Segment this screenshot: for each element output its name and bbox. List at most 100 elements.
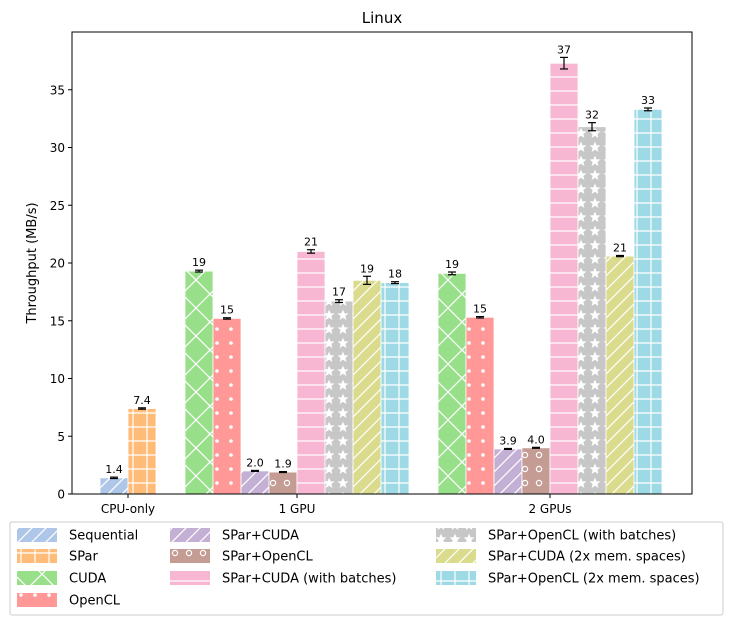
legend-label: SPar+OpenCL (with batches)	[488, 529, 676, 544]
legend-label: Sequential	[69, 529, 138, 544]
bar-cuda-2-gpus	[437, 272, 467, 495]
y-tick-label: 5	[57, 430, 65, 444]
data-label: 2.0	[246, 456, 264, 469]
bar-spar-cuda-2x-mem-spaces-2-gpus	[605, 255, 635, 495]
error-bar	[588, 122, 596, 132]
legend-label: SPar+CUDA (with batches)	[222, 572, 396, 587]
legend-swatch	[17, 549, 57, 563]
y-ticks-group: 0 5 10 15 20 25 30 35	[50, 83, 72, 502]
bar-spar-opencl-with-batches-2-gpus	[577, 126, 607, 495]
bar-cuda-1-gpu	[184, 270, 214, 495]
data-label: 1.9	[274, 458, 292, 471]
legend-label: SPar+OpenCL (2x mem. spaces)	[488, 572, 700, 587]
bar-spar-cuda-1-gpu	[240, 470, 270, 495]
bar-opencl-2-gpus	[465, 316, 495, 495]
legend-swatch	[436, 571, 476, 585]
error-bar	[110, 476, 118, 480]
y-tick-label: 10	[50, 372, 65, 386]
error-bar	[644, 107, 652, 112]
bar-opencl-1-gpu	[212, 318, 242, 495]
data-label: 7.4	[133, 394, 151, 407]
y-tick-label: 15	[50, 314, 65, 328]
data-label: 21	[613, 241, 627, 254]
data-label: 15	[220, 304, 234, 317]
x-ticks-group: CPU-only 1 GPU 2 GPUs	[101, 494, 572, 516]
error-bar	[223, 317, 231, 320]
legend-swatch	[436, 528, 476, 542]
x-tick-label: 1 GPU	[279, 502, 316, 516]
legend-item-opencl: OpenCL	[17, 593, 121, 609]
bar-spar-opencl-1-gpu	[268, 471, 298, 495]
bar-spar-opencl-2-gpus	[521, 447, 551, 495]
legend-swatch	[17, 528, 57, 542]
bar-spar-cpu-only	[127, 408, 157, 495]
error-bar	[251, 469, 259, 472]
legend-label: SPar+CUDA (2x mem. spaces)	[488, 550, 686, 565]
legend-swatch	[170, 528, 210, 542]
data-label: 19	[360, 262, 374, 275]
error-bar	[307, 249, 315, 254]
legend-label: SPar	[69, 550, 98, 565]
legend-swatch	[170, 549, 210, 563]
data-label: 15	[473, 303, 487, 316]
legend-label: SPar+CUDA	[222, 529, 299, 544]
legend-box	[9, 521, 724, 616]
error-bar	[335, 299, 343, 304]
data-label: 4.0	[527, 433, 545, 446]
x-tick-label: CPU-only	[101, 502, 155, 516]
bar-sequential-cpu-only	[99, 477, 129, 495]
x-tick-label: 2 GPUs	[528, 502, 571, 516]
legend-item-spar-cuda-2x-mem-spaces: SPar+CUDA (2x mem. spaces)	[436, 549, 686, 565]
legend-item-spar: SPar	[17, 549, 98, 565]
y-tick-label: 0	[57, 488, 65, 502]
data-label: 37	[557, 43, 571, 56]
bar-spar-opencl-2x-mem-spaces-2-gpus	[633, 108, 663, 495]
y-tick-label: 25	[50, 199, 65, 213]
legend-swatch	[436, 549, 476, 563]
bar-spar-cuda-2-gpus	[493, 448, 523, 495]
error-bar	[448, 271, 456, 276]
bar-spar-cuda-with-batches-1-gpu	[296, 251, 326, 495]
legend-item-cuda: CUDA	[17, 571, 106, 587]
data-label: 19	[445, 258, 459, 271]
error-bar	[476, 315, 484, 319]
data-labels-group: 1.4 7.4 19 15 2.0 1.9 21 17 19 18 19 15 3.9 4.0 37 32 21…	[105, 43, 655, 476]
data-label: 18	[388, 268, 402, 281]
legend-item-spar-cuda-with-batches: SPar+CUDA (with batches)	[170, 571, 396, 587]
legend-item-sequential: Sequential	[17, 528, 138, 544]
data-label: 17	[332, 286, 346, 299]
bar-spar-cuda-with-batches-2-gpus	[549, 62, 579, 495]
bars-group	[99, 56, 663, 495]
data-label: 32	[585, 109, 599, 122]
legend: Sequential SPar CUDA OpenCL SPar+CUDA SPar+Op…	[9, 521, 724, 616]
legend-label: CUDA	[69, 572, 106, 587]
y-tick-label: 20	[50, 257, 65, 271]
error-bar	[279, 470, 287, 474]
y-axis-label: Throughput (MB/s)	[25, 202, 40, 324]
bar-spar-cuda-2x-mem-spaces-1-gpu	[352, 279, 382, 495]
y-tick-label: 30	[50, 141, 65, 155]
legend-item-spar-opencl-with-batches: SPar+OpenCL (with batches)	[436, 528, 676, 544]
data-label: 1.4	[105, 463, 123, 476]
legend-item-spar-opencl: SPar+OpenCL	[170, 549, 314, 565]
error-bar	[616, 254, 624, 258]
data-label: 19	[192, 256, 206, 269]
error-bar	[504, 447, 512, 451]
error-bar	[138, 407, 146, 410]
legend-swatch	[17, 593, 57, 607]
legend-label: OpenCL	[69, 594, 121, 609]
data-label: 21	[304, 236, 318, 249]
legend-swatch	[170, 571, 210, 585]
chart-title: Linux	[362, 9, 403, 27]
legend-item-spar-opencl-2x-mem-spaces: SPar+OpenCL (2x mem. spaces)	[436, 571, 700, 587]
error-bar	[391, 281, 399, 285]
y-tick-label: 35	[50, 83, 65, 97]
error-bar	[560, 56, 568, 70]
bar-spar-opencl-2x-mem-spaces-1-gpu	[380, 282, 410, 495]
bar-spar-opencl-with-batches-1-gpu	[324, 300, 354, 495]
legend-swatch	[17, 571, 57, 585]
data-label: 3.9	[499, 434, 517, 447]
error-bar	[532, 446, 540, 449]
data-label: 33	[641, 94, 655, 107]
